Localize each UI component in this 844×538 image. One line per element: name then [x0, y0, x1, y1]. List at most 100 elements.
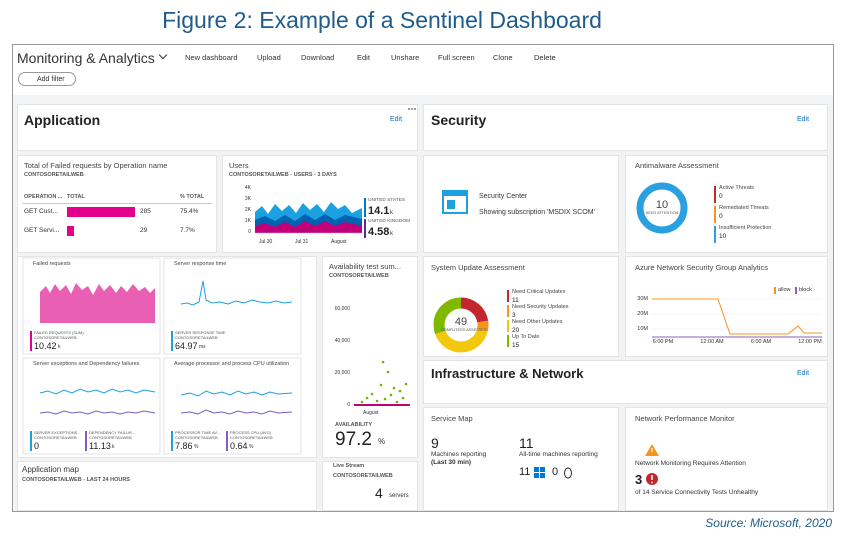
dashboard-title[interactable]: Monitoring & Analytics	[17, 50, 155, 66]
dot[interactable]	[408, 108, 410, 110]
windows-count: 11	[519, 466, 531, 478]
source-note: Source: Microsoft, 2020	[705, 516, 832, 530]
dot	[370, 392, 374, 396]
edit-link[interactable]: Edit	[797, 116, 810, 123]
legend-name: allow	[778, 287, 791, 293]
metric-bar	[226, 431, 228, 451]
npm-count: 3	[635, 472, 643, 487]
nsg-tile[interactable]	[625, 256, 828, 357]
dot[interactable]	[414, 108, 416, 110]
failed-table-tile	[17, 155, 217, 253]
x-tick-label: Jul 30	[259, 239, 273, 245]
legend-bar	[507, 335, 509, 347]
failed-area	[40, 283, 155, 323]
dot	[386, 370, 390, 374]
metric-unit: k	[58, 344, 61, 350]
mini-subframes	[22, 257, 302, 455]
tile-subtitle: CONTOSORETAILWEB	[333, 473, 393, 479]
toolbar-action[interactable]: New dashboard	[185, 53, 238, 62]
response-line	[180, 280, 293, 306]
filter-label[interactable]: Add filter	[37, 76, 65, 83]
legend-bar	[714, 206, 716, 223]
metric-source: CONTOSORETAILWEB	[175, 335, 218, 340]
y-tick-label: 3K	[244, 196, 251, 202]
subframe	[163, 257, 302, 355]
app-map-tile[interactable]	[17, 461, 317, 511]
subframe	[22, 357, 161, 455]
legend-bar	[507, 290, 509, 302]
metric-unit: %	[194, 444, 199, 450]
dot	[383, 397, 387, 401]
x-tick-label: 6:00 AM	[750, 339, 772, 345]
table-rule	[22, 203, 212, 204]
dot	[398, 389, 402, 393]
legend-bar	[364, 198, 366, 217]
dependency-line	[39, 410, 156, 415]
dot	[375, 399, 379, 403]
availability-dots	[360, 360, 408, 404]
y-tick-label: 20,000	[334, 370, 350, 376]
more-menu[interactable]	[408, 108, 416, 110]
users-area-uk	[255, 221, 362, 233]
metric-bar	[30, 331, 32, 351]
linux-icon	[564, 467, 572, 479]
y-tick-label: 10M	[637, 326, 648, 332]
edit-link[interactable]: Edit	[390, 116, 403, 123]
npm-tile[interactable]	[625, 407, 828, 511]
alltime-label: All-time machines reporting	[519, 451, 598, 458]
y-tick-label: 0	[248, 229, 251, 235]
toolbar-action[interactable]: Full screen	[438, 53, 475, 62]
metric-value: 0	[34, 441, 40, 451]
machines-count: 9	[431, 435, 439, 451]
tile-title: Antimalware Assessment	[635, 161, 719, 170]
y-tick-label: 2K	[244, 207, 251, 213]
cpu-line	[180, 390, 293, 397]
metric-source: CONTOSORETAILWEB	[175, 435, 218, 440]
tile-title: Application map	[22, 465, 79, 474]
toolbar	[13, 45, 833, 95]
application-header-tile	[17, 104, 418, 151]
dot	[401, 396, 405, 400]
dot[interactable]	[411, 108, 413, 110]
subframe	[163, 357, 302, 455]
legend-name: Need Security Updates	[512, 304, 569, 310]
machines-sub: (Last 30 min)	[431, 459, 472, 466]
toolbar-action[interactable]: Edit	[357, 53, 370, 62]
server-count: 4	[375, 485, 383, 501]
live-stream-tile[interactable]	[322, 461, 418, 511]
donut-value: 49	[454, 316, 468, 328]
mini-chart-title: Server exceptions and Dependency failure…	[33, 361, 140, 367]
x-tick-label: 6:00 PM	[652, 339, 674, 345]
toolbar-action[interactable]: Clone	[493, 53, 513, 62]
metric-name: FAILED REQUESTS (SUM)	[34, 330, 84, 335]
tile-subtitle: CONTOSORETAILWEB	[329, 273, 389, 279]
toolbar-action[interactable]: Download	[301, 53, 335, 62]
dot	[389, 393, 393, 397]
legend-unit: k	[390, 231, 393, 237]
y-tick-label: 4K	[244, 185, 251, 191]
tile-title: Total of Failed requests by Operation na…	[24, 161, 168, 170]
legend-value: 3	[512, 312, 516, 319]
dot	[395, 400, 399, 404]
toolbar-action[interactable]: Delete	[534, 53, 556, 62]
toolbar-action[interactable]: Unshare	[391, 53, 420, 62]
column-header: % TOTAL	[180, 194, 205, 200]
edit-link[interactable]: Edit	[797, 370, 810, 377]
antimalware-tile[interactable]	[625, 155, 828, 253]
legend-value: 10	[719, 233, 727, 240]
dot	[381, 360, 385, 364]
column-header: OPERATION ...	[24, 194, 63, 200]
total-value: 29	[140, 227, 148, 234]
y-tick-label: 40,000	[334, 338, 350, 344]
toolbar-action[interactable]: Upload	[257, 53, 281, 62]
service-map-tile[interactable]	[423, 407, 619, 511]
error-icon	[651, 481, 653, 484]
dot	[379, 383, 383, 387]
x-tick-label: Jul 31	[295, 239, 309, 245]
filter-button[interactable]	[18, 72, 76, 86]
y-tick-label: 20M	[637, 311, 648, 317]
tile-subtitle: CONTOSORETAILWEB - LAST 24 HOURS	[22, 477, 130, 483]
donut-value: 10	[655, 199, 669, 211]
nsg-allow-line	[652, 298, 822, 335]
